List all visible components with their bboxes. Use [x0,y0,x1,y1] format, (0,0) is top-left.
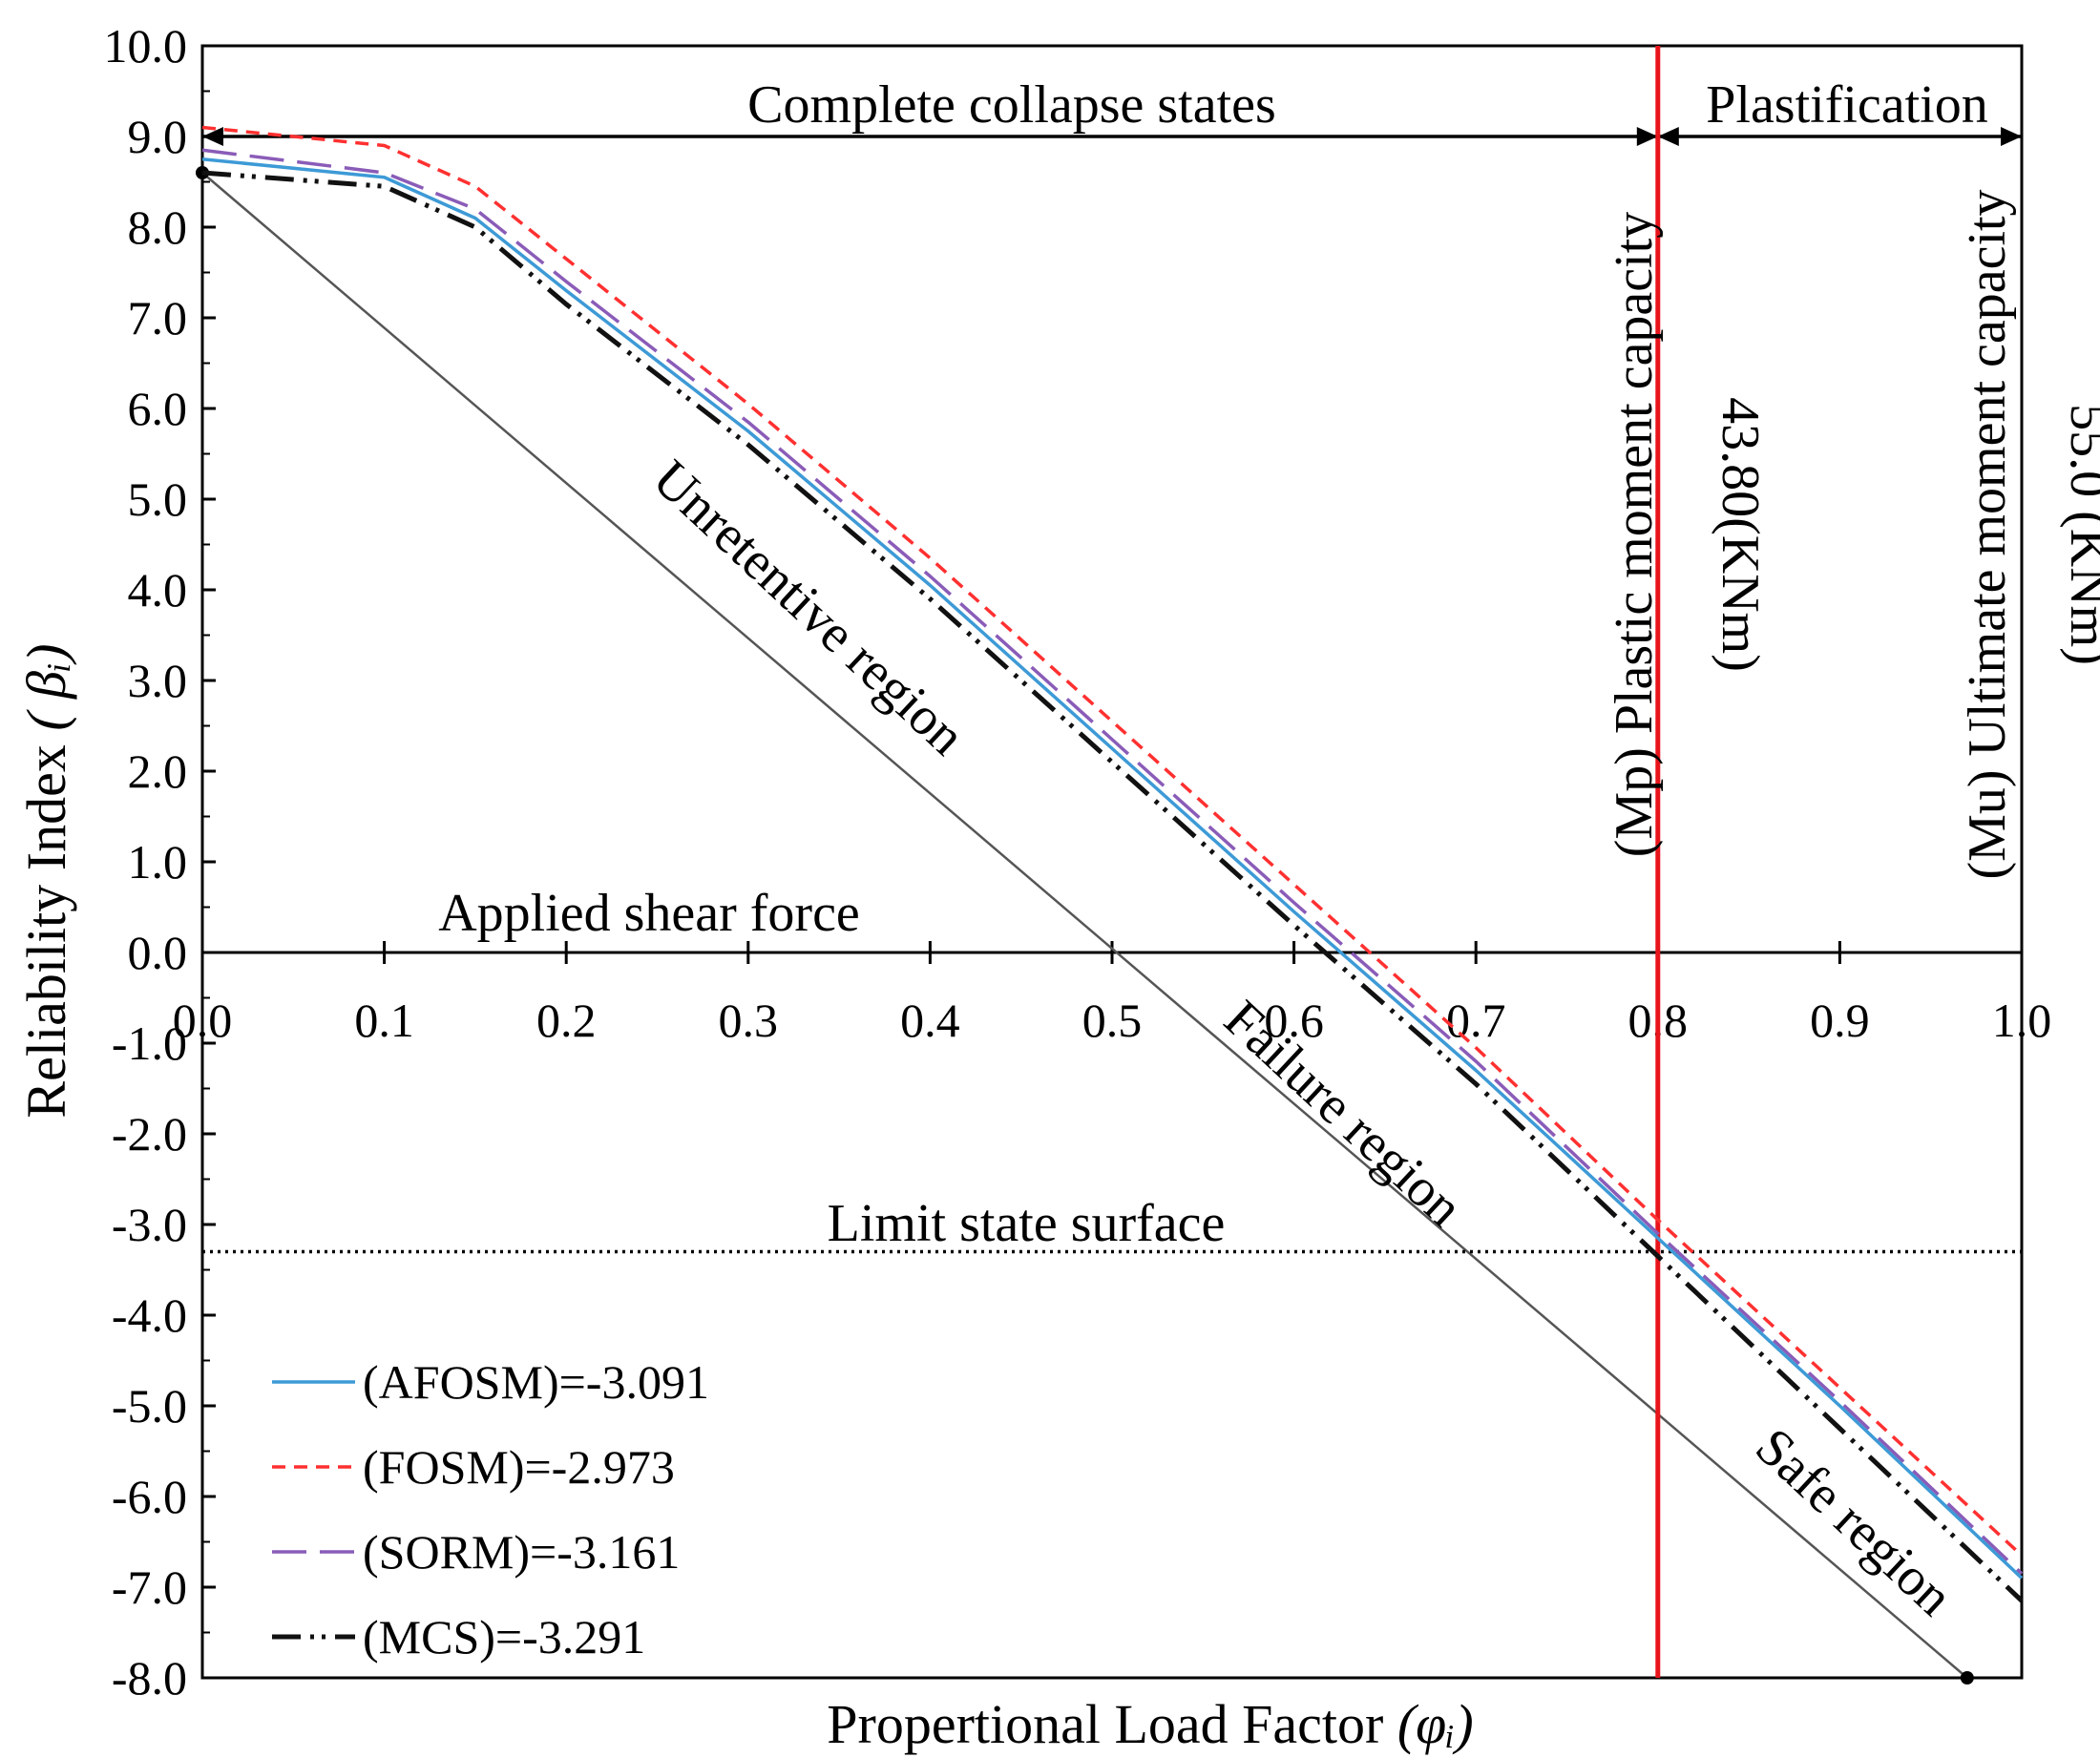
annotation-safe: Safe region [1744,1417,1964,1627]
series-line-3 [201,170,2024,1603]
annotation-limit-state: Limit state surface [828,1194,1226,1253]
series-line-2 [201,148,2024,1576]
y-tick-label: -2.0 [112,1107,187,1161]
y-tick-label: 7.0 [128,291,188,345]
arrow-head [1657,127,1679,146]
arrow-head [202,127,223,146]
y-tick-label: 2.0 [128,744,188,798]
y-tick-label: -4.0 [112,1288,187,1342]
x-tick-label: 0.4 [900,994,960,1047]
diagonal-marker [1960,1671,1974,1685]
plot-frame [200,44,2024,1680]
y-tick-label: 10.0 [104,19,188,73]
x-tick-label: 0.3 [719,994,779,1047]
series-line-1 [201,125,2024,1558]
diagonal-reference-line [201,172,1968,1679]
x-tick-label: 0.2 [536,994,597,1047]
y-tick-label: 0.0 [128,926,188,979]
x-axis-title-symbol: (φᵢ) [1397,1693,1474,1755]
y-tick-label: -3.0 [112,1198,187,1251]
x-tick-label: 0.7 [1446,994,1506,1047]
annotation-mu-value: 55.0 (KNm) [2059,404,2100,665]
legend: (AFOSM)=-3.091 (FOSM)=-2.973 (SORM)=-3.161… [272,1355,709,1664]
legend-label-1: (FOSM)=-2.973 [363,1440,675,1494]
y-tick-label: 1.0 [128,835,188,889]
y-axis-title-symbol: ( βᵢ) [15,643,77,730]
annotation-complete-collapse: Complete collapse states [747,75,1276,135]
arrow-head [1636,127,1658,146]
legend-label-2: (SORM)=-3.161 [363,1525,680,1579]
annotation-mp-label: (Mp) Plastic moment capacity [1605,212,1664,857]
y-tick-label: 9.0 [128,110,188,163]
x-tick-label: 1.0 [1992,994,2052,1047]
series-layer [201,125,2024,1603]
y-tick-label: 4.0 [128,563,188,617]
y-tick-label: 8.0 [128,200,188,254]
y-tick-label: -7.0 [112,1560,187,1614]
legend-label-3: (MCS)=-3.291 [363,1610,645,1664]
arrow-head [2001,127,2022,146]
axes-layer: 10.09.08.07.06.05.04.03.02.01.00.0-1.0-2… [15,19,2051,1755]
x-tick-label: 0.1 [354,994,414,1047]
y-tick-label: 5.0 [128,472,188,526]
x-axis-title-text: Propertional Load Factor [827,1693,1397,1755]
annotation-mu-label: (Mu) Ultimate moment capacity [1958,189,2017,879]
annotation-mp-value: 43.80(KNm) [1711,397,1770,672]
annotation-plastification: Plastification [1706,75,1988,135]
x-axis-title: Propertional Load Factor (φᵢ) [827,1693,1473,1755]
y-tick-label: -1.0 [112,1016,187,1070]
y-tick-label: -8.0 [112,1651,187,1705]
y-axis-title: Reliability Index ( βᵢ) [15,643,77,1118]
y-axis-title-text: Reliability Index [15,731,77,1119]
series-line-0 [201,157,2024,1580]
reference-lines-layer [196,46,2022,1685]
y-tick-label: 6.0 [128,382,188,435]
legend-label-0: (AFOSM)=-3.091 [363,1355,709,1409]
y-tick-label: -6.0 [112,1470,187,1523]
y-tick-label: -5.0 [112,1379,187,1433]
x-tick-label: 0.0 [173,994,233,1047]
x-tick-label: 0.6 [1264,994,1324,1047]
annotation-applied-shear: Applied shear force [438,884,860,943]
x-tick-label: 0.9 [1810,994,1870,1047]
x-tick-label: 0.5 [1082,994,1143,1047]
y-tick-label: 3.0 [128,654,188,707]
